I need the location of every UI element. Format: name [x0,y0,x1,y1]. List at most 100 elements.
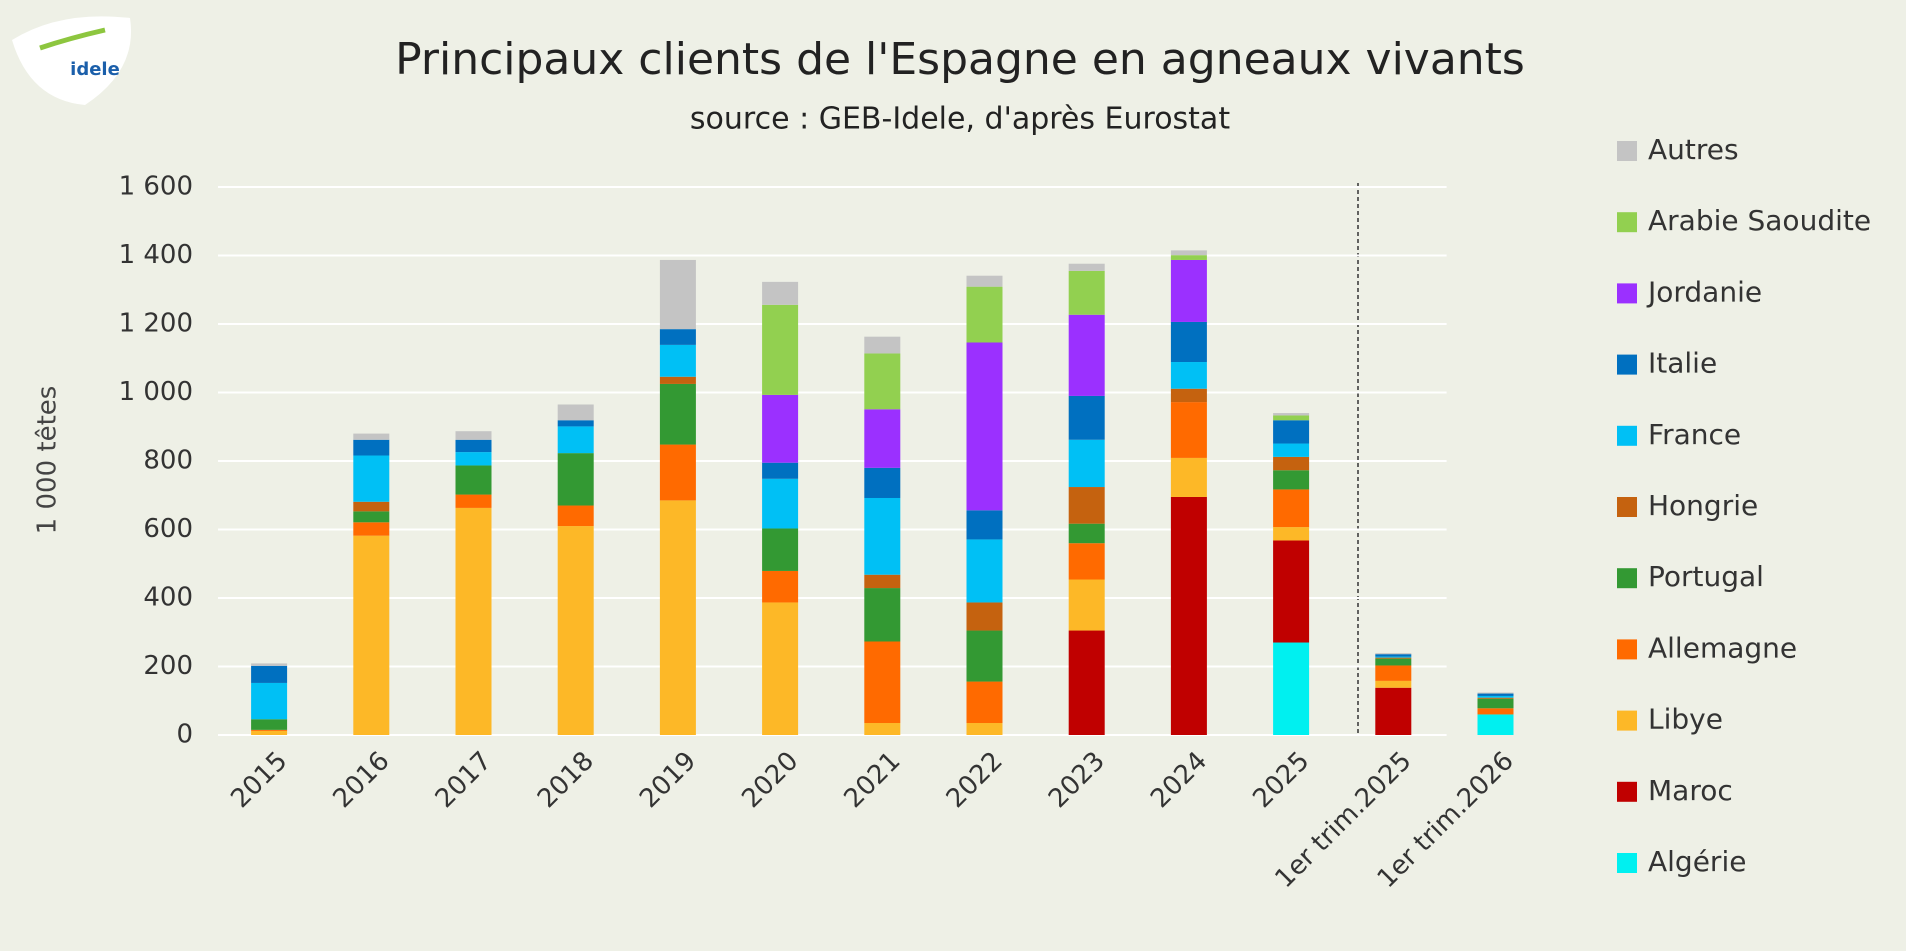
bar-segment [557,526,594,735]
y-axis-label: 1 000 têtes [33,386,63,535]
logo-text: idele [70,59,120,80]
y-tick-label: 0 [176,720,193,750]
bar-segment [966,681,1003,724]
bar-segment [1068,579,1105,631]
bar-segment [1170,402,1207,458]
legend-label: Italie [1648,347,1717,380]
bar-segment [966,630,1003,682]
bar-segment [557,453,594,506]
bar-segment [762,478,799,529]
legend-swatch [1617,497,1637,517]
legend-swatch [1617,212,1637,233]
bar-segment [455,452,492,466]
bar-segment [864,574,901,589]
bar-segment [1170,457,1207,497]
bar-segment [1273,456,1310,471]
bar-segment [1170,259,1207,322]
bar-segment [1273,540,1310,643]
bar-segment [557,505,594,527]
legend-label: France [1648,418,1741,451]
bar-segment [455,507,492,735]
bar-segment [1273,413,1310,416]
bar-segment [251,730,288,735]
bar-segment [1273,415,1310,421]
legend-swatch [1617,568,1637,589]
bar-segment [353,535,390,735]
bar-segment [557,404,594,421]
bar-segment [762,462,799,479]
bar-segment [1273,527,1310,541]
bar-segment [864,467,901,498]
bar-segment [1068,314,1105,396]
bar-segment [1477,708,1514,715]
bar-segment [1170,496,1207,735]
bar-segment [1170,321,1207,363]
y-tick-label: 400 [143,583,193,613]
legend-swatch [1617,639,1637,660]
bar-segment [1375,653,1412,655]
bar-segment [864,723,901,735]
legend-swatch [1617,710,1637,731]
bar-segment [1170,362,1207,389]
bar-segment [659,344,696,377]
bar-segment [353,455,390,502]
bar-segment [659,259,696,330]
bar-segment [966,510,1003,540]
bar-segment [1170,255,1207,260]
legend-label: Hongrie [1648,489,1758,522]
bar-segment [864,353,901,410]
legend-label: Libye [1648,703,1723,736]
bar-segment [659,329,696,345]
bar-segment [1068,543,1105,580]
bar-segment [659,444,696,501]
bar-segment [659,500,696,735]
bar-segment [864,497,901,575]
y-tick-label: 200 [143,651,193,681]
chart-subtitle: source : GEB-Idele, d'après Eurostat [690,102,1230,137]
bar-segment [1477,714,1514,735]
bar-segment [353,501,390,512]
legend-label: Portugal [1648,560,1764,593]
bar-segment [864,409,901,468]
bar-segment [1273,470,1310,490]
bar-segment [251,729,288,731]
bar-segment [251,663,288,666]
bar-segment [762,570,799,603]
bar-segment [353,522,390,536]
bar-segment [1375,680,1412,688]
bar-segment [1068,270,1105,315]
bar-segment [1068,630,1105,735]
legend-swatch [1617,141,1637,161]
legend-swatch [1617,853,1637,873]
legend-label: Autres [1648,133,1739,166]
bar-segment [762,528,799,571]
y-tick-label: 1 400 [119,240,193,270]
bar-segment [864,336,901,354]
bar-segment [251,665,288,683]
bar-segment [455,465,492,495]
bar-segment [455,439,492,453]
bar-segment [1273,642,1310,735]
legend-swatch [1617,781,1637,802]
bar-segment [966,539,1003,603]
bar-segment [1477,697,1514,699]
bar-segment [353,439,390,456]
bar-segment [659,376,696,384]
y-tick-label: 1 600 [119,172,193,202]
bar-segment [1477,698,1514,709]
bar-segment [762,281,799,305]
legend-label: Algérie [1648,845,1746,878]
bar-segment [557,426,594,454]
bar-segment [353,433,390,440]
bar-segment [1375,656,1412,658]
bar-segment [353,511,390,523]
legend-swatch [1617,283,1637,304]
legend-swatch [1617,425,1637,446]
bar-segment [1477,693,1514,696]
y-tick-label: 800 [143,446,193,476]
legend-label: Jordanie [1646,275,1762,308]
legend-label: Allemagne [1648,631,1797,664]
